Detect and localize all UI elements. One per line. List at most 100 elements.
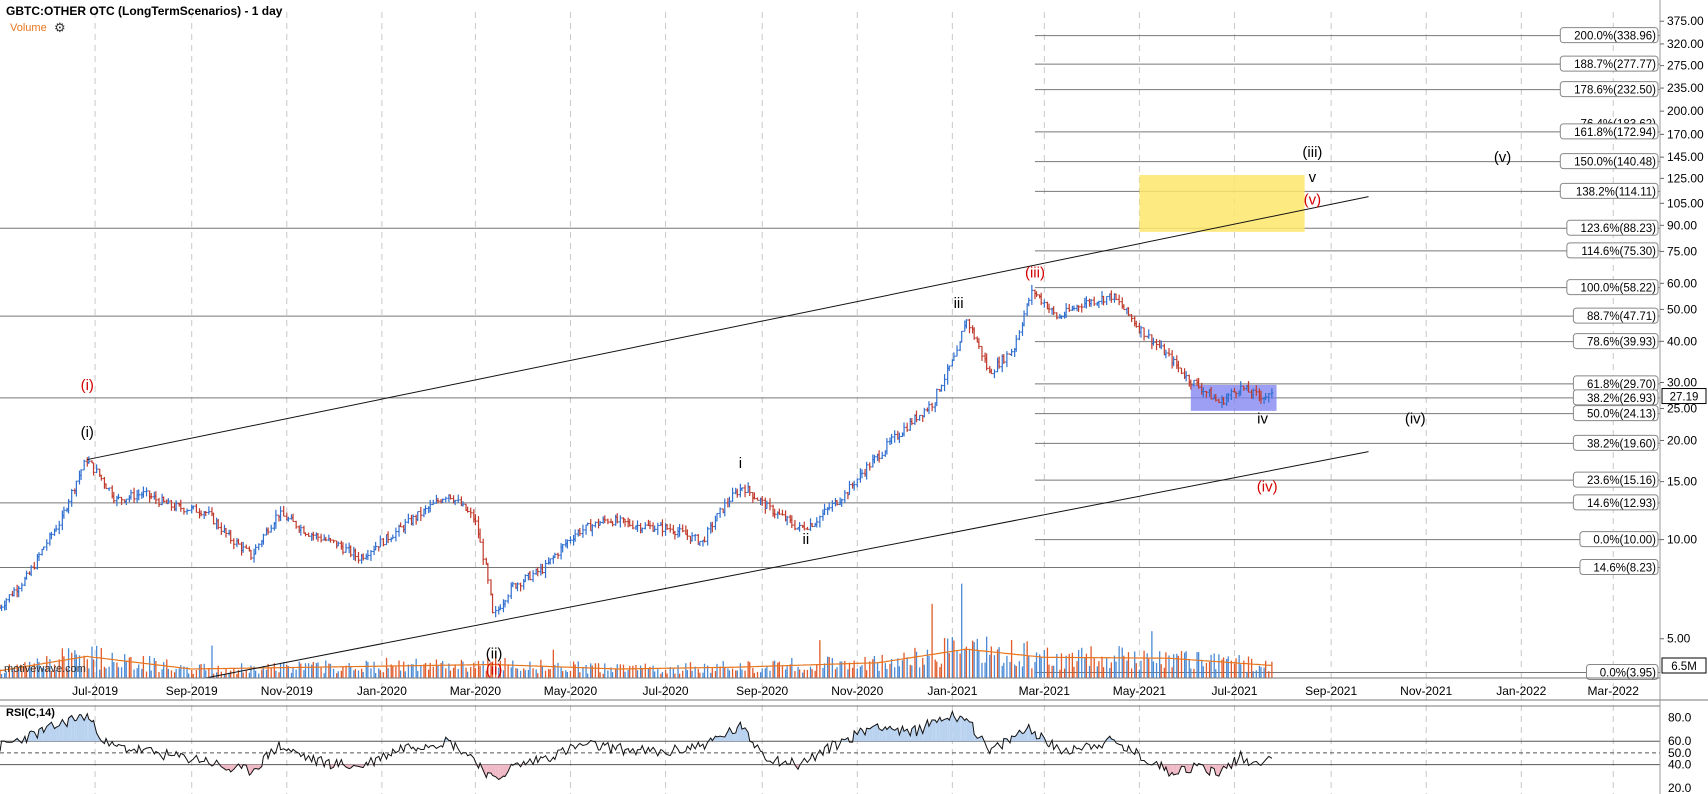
rsi-fill <box>249 764 251 776</box>
trend-line <box>87 196 1369 461</box>
rsi-fill <box>720 736 724 742</box>
x-tick-label: May-2021 <box>1113 684 1167 698</box>
chart-title: GBTC:OTHER OTC (LongTermScenarios) - 1 d… <box>6 4 283 18</box>
rsi-fill <box>885 726 887 742</box>
rsi-fill <box>1027 724 1029 742</box>
rsi-fill <box>79 714 82 742</box>
rsi-fill <box>74 720 77 742</box>
level-label-box <box>1572 434 1659 451</box>
level-label-box <box>1566 279 1659 296</box>
rsi-fill <box>935 720 937 742</box>
level-label-box <box>1586 663 1659 680</box>
level-label-box <box>1559 81 1659 98</box>
rsi-fill <box>87 713 89 742</box>
rsi-fill <box>498 764 501 780</box>
candles <box>0 284 1274 618</box>
rsi-fill <box>932 719 936 742</box>
wave-label: iii <box>954 295 964 312</box>
rsi-fill <box>330 764 334 769</box>
rsi-fill <box>732 732 736 742</box>
zone-boxes <box>1139 174 1305 411</box>
rsi-label: RSI(C,14) <box>6 707 55 719</box>
x-tick-label: Jan-2021 <box>927 684 977 698</box>
rsi-fill <box>56 725 60 742</box>
volume-label[interactable]: Volume <box>10 22 47 34</box>
level-label-box <box>1559 27 1659 44</box>
y-tick-label: 170.00 <box>1667 127 1704 141</box>
rsi-fill <box>1173 764 1177 775</box>
level-label: 150.0%(140.48) <box>1574 157 1656 169</box>
time-axis[interactable]: Jul-2019 Sep-2019 Nov-2019 Jan-2020 Mar-2020… <box>72 684 1639 698</box>
gear-icon[interactable]: ⚙ <box>54 21 66 36</box>
rsi-fill <box>91 720 94 742</box>
rsi-fill <box>1186 764 1190 773</box>
panel-frames <box>0 677 1708 707</box>
trend-line <box>205 451 1369 679</box>
rsi-fill <box>76 714 80 742</box>
wave-label: (iv) <box>1405 411 1426 428</box>
level-label: 200.0%(338.96) <box>1574 31 1656 43</box>
rsi-fill <box>505 764 509 777</box>
x-tick-label: Jul-2020 <box>643 684 689 698</box>
level-label: 114.6%(75.30) <box>1581 246 1656 258</box>
rsi-fill <box>961 716 965 742</box>
level-label: 14.6%(12.93) <box>1587 498 1656 510</box>
rsi-fill <box>936 717 940 742</box>
volume-value-label: 6.5M <box>1671 661 1697 673</box>
rsi-fill <box>869 726 873 742</box>
rsi-fill <box>964 718 967 742</box>
rsi-fill <box>503 764 506 777</box>
level-label: 88.7%(47.71) <box>1587 311 1656 323</box>
level-label: 0.0%(3.95) <box>1600 667 1656 679</box>
rsi-fill <box>944 718 948 742</box>
rsi-fill <box>861 729 866 742</box>
level-label: 161.8%(172.94) <box>1574 127 1656 139</box>
x-tick-label: Nov-2020 <box>831 684 883 698</box>
rsi-fill <box>1176 764 1179 774</box>
y-tick-label: 105.00 <box>1667 196 1704 210</box>
rsi-tick-label: 80.0 <box>1668 711 1692 725</box>
rsi-fill <box>907 729 911 742</box>
wave-label: (i) <box>81 377 94 394</box>
last-price-badge <box>1661 388 1707 405</box>
wave-labels: (i)(i)(ii)(ii)iiiiii(iii)iv(iii)v(v)(iv)… <box>81 144 1512 678</box>
level-label-box <box>1559 123 1659 140</box>
y-tick-label: 125.00 <box>1667 171 1704 185</box>
rsi-fill <box>723 736 725 742</box>
level-label: 123.6%(88.23) <box>1581 223 1657 235</box>
rsi-tick-label: 40.0 <box>1668 758 1692 772</box>
level-label: 188.7%(277.77) <box>1574 59 1656 71</box>
rsi-fill <box>879 728 883 742</box>
rsi-fill <box>54 727 57 742</box>
y-tick-label: 145.00 <box>1667 150 1704 164</box>
rsi-fill <box>255 764 259 770</box>
rsi-fill <box>939 717 942 742</box>
y-tick-label: 375.00 <box>1667 14 1704 28</box>
rsi-fill <box>716 736 721 742</box>
x-tick-label: Nov-2021 <box>1400 684 1452 698</box>
wave-label: (i) <box>81 424 94 441</box>
rsi-fill <box>854 730 858 742</box>
level-label: 0.0%(10.00) <box>1593 535 1656 547</box>
vertical-grid <box>94 12 1614 794</box>
wave-label: (ii) <box>486 646 503 663</box>
x-tick-label: Jul-2021 <box>1211 684 1257 698</box>
rsi-fill <box>46 723 50 742</box>
x-tick-label: Mar-2020 <box>450 684 502 698</box>
rsi-fill <box>49 722 52 742</box>
rsi-fill <box>902 726 905 742</box>
price-axis[interactable]: 375.00 320.00 275.00 235.00 200.00 170.00 145.… <box>1659 0 1707 794</box>
level-label: 50.0%(24.13) <box>1587 409 1656 421</box>
rsi-fill <box>313 764 317 766</box>
x-tick-label: May-2020 <box>544 684 598 698</box>
level-label-box <box>1566 242 1659 259</box>
rsi-fill <box>969 721 973 742</box>
level-label: 38.2%(26.93) <box>1587 393 1656 405</box>
level-label-box <box>1559 55 1659 72</box>
wave-label: (v) <box>1304 192 1322 209</box>
wave-label: (ii) <box>486 661 503 678</box>
level-label: 178.6%(232.50) <box>1574 85 1656 97</box>
rsi-fill <box>1022 732 1025 742</box>
rsi-fill <box>250 764 255 774</box>
